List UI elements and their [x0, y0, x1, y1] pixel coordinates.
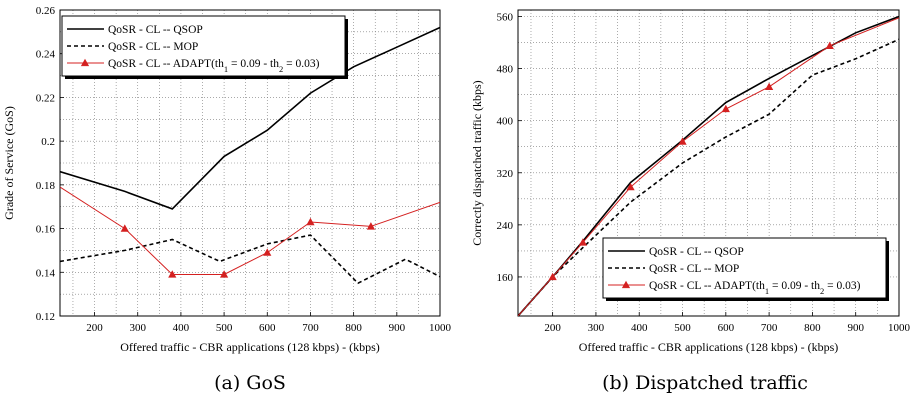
y-tick-label: 0.24	[36, 49, 56, 61]
y-tick-label: 0.22	[36, 92, 55, 104]
figure-caption: (a) GoS	[214, 372, 286, 394]
x-tick-label: 300	[588, 322, 605, 334]
legend-marker	[80, 58, 90, 67]
data-point-adapt	[366, 222, 376, 230]
data-point-adapt	[263, 248, 272, 256]
legend-label: QoSR - CL -- QSOP	[649, 246, 744, 258]
x-axis-label: Offered traffic - CBR applications (128 …	[120, 340, 380, 354]
y-tick-label: 560	[497, 12, 514, 24]
x-tick-label: 200	[544, 322, 561, 334]
series-line-mop	[60, 234, 440, 285]
y-tick-label: 0.14	[36, 267, 56, 279]
data-point-adapt	[548, 272, 557, 281]
legend-box	[61, 15, 346, 77]
y-axis-label: Grade of Service (GoS)	[2, 106, 16, 220]
data-point-adapt	[120, 224, 129, 232]
chart-panel-dispatched: 200 300 400 500 600 700 800 900 1000 160 240 320 400…	[470, 9, 911, 394]
y-tick-label: 160	[497, 272, 514, 284]
x-tick-label: 200	[86, 322, 103, 334]
legend-label: QoSR - CL -- MOP	[108, 41, 198, 53]
x-tick-label: 900	[389, 322, 406, 334]
data-point-adapt	[219, 270, 229, 278]
x-tick-label: 700	[302, 322, 319, 334]
legend-marker	[621, 280, 631, 289]
figure-caption: (b) Dispatched traffic	[602, 372, 808, 394]
series-line-mop	[518, 38, 899, 316]
x-tick-label: 1000	[888, 322, 911, 334]
x-tick-label: 500	[674, 322, 691, 334]
x-tick-label: 700	[761, 322, 778, 334]
x-tick-label: 400	[631, 322, 648, 334]
chart-panel-gos: 200 300 400 500 600 700 800 900 1000 0.12 0.14 0.16…	[2, 5, 452, 394]
data-point-adapt	[626, 182, 635, 191]
series-line-qsop	[60, 26, 440, 210]
legend: QoSR - CL -- QSOP QoSR - CL -- MOP QoSR - …	[61, 15, 348, 79]
y-tick-label: 0.16	[36, 224, 56, 236]
x-axis-label: Offered traffic - CBR applications (128 …	[579, 340, 839, 354]
y-tick-label: 0.2	[41, 136, 55, 148]
legend: QoSR - CL -- QSOP QoSR - CL -- MOP QoSR - …	[602, 237, 889, 301]
x-tick-label: 800	[345, 322, 362, 334]
series-line-adapt	[60, 186, 440, 275]
y-tick-label: 0.26	[36, 5, 56, 17]
y-tick-label: 480	[497, 64, 514, 76]
legend-box	[602, 237, 887, 299]
x-tick-label: 400	[173, 322, 190, 334]
y-axis-label: Correctly dispatched traffic (kbps)	[470, 80, 484, 245]
plot-frame	[59, 9, 441, 317]
legend-label: QoSR - CL -- MOP	[649, 263, 739, 275]
data-point-adapt	[168, 270, 177, 278]
y-tick-label: 400	[497, 116, 514, 128]
x-tick-label: 600	[718, 322, 735, 334]
x-tick-label: 500	[216, 322, 233, 334]
data-point-adapt	[306, 217, 315, 226]
legend-label: QoSR - CL -- QSOP	[108, 24, 203, 36]
y-tick-label: 0.12	[36, 311, 55, 323]
plot-frame	[517, 9, 900, 317]
y-tick-label: 240	[497, 220, 514, 232]
data-point-adapt	[765, 82, 774, 91]
data-point-adapt	[578, 238, 588, 246]
data-point-adapt	[678, 137, 687, 145]
legend-label: QoSR - CL -- ADAPT(th1 = 0.09 - th2 = 0.…	[108, 58, 320, 74]
legend-label: QoSR - CL -- ADAPT(th1 = 0.09 - th2 = 0.…	[649, 280, 861, 296]
x-tick-label: 300	[129, 322, 146, 334]
x-tick-label: 1000	[429, 322, 452, 334]
x-tick-label: 600	[259, 322, 276, 334]
data-point-adapt	[825, 41, 834, 49]
x-tick-label: 800	[804, 322, 821, 334]
data-point-adapt	[721, 104, 730, 113]
y-tick-label: 320	[497, 168, 514, 180]
x-tick-label: 900	[847, 322, 864, 334]
y-tick-label: 0.18	[36, 180, 56, 192]
